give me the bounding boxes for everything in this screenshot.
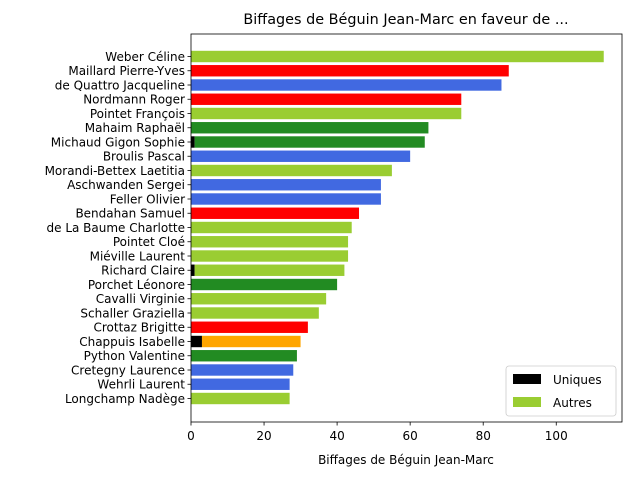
legend-swatch-uniques — [513, 374, 541, 384]
bar-autres — [191, 278, 338, 291]
y-tick-label: de La Baume Charlotte — [47, 221, 186, 235]
y-tick-label: Michaud Gigon Sophie — [51, 135, 185, 149]
y-tick-label: Porchet Léonore — [88, 278, 185, 292]
bar-autres — [191, 79, 502, 91]
bar-uniques — [191, 136, 195, 148]
y-tick-label: Feller Olivier — [110, 192, 185, 206]
x-tick-label: 100 — [545, 429, 568, 443]
bar-autres — [191, 107, 462, 120]
y-tick-label: Nordmann Roger — [83, 93, 185, 107]
y-tick-label: Richard Claire — [101, 264, 185, 278]
y-tick-label: Pointet François — [90, 107, 185, 121]
y-tick-label: de Quattro Jacqueline — [55, 78, 185, 92]
bar-autres — [191, 150, 411, 162]
y-tick-label: Schaller Graziella — [80, 306, 185, 320]
y-tick-label: Python Valentine — [84, 349, 185, 363]
y-tick-label: Weber Céline — [105, 50, 185, 64]
legend-label-autres: Autres — [553, 396, 592, 410]
bar-autres — [191, 193, 381, 205]
bar-autres — [191, 392, 290, 405]
bar-autres — [191, 378, 290, 390]
bar-autres — [191, 221, 352, 234]
x-tick-label: 20 — [256, 429, 271, 443]
x-tick-label: 0 — [187, 429, 195, 443]
bar-autres — [191, 293, 327, 305]
y-tick-label: Crottaz Brigitte — [93, 321, 185, 335]
y-tick-label: Chappuis Isabelle — [79, 335, 185, 349]
y-tick-label: Longchamp Nadège — [65, 392, 185, 406]
bar-autres — [191, 307, 319, 319]
bar-autres — [191, 364, 294, 376]
bar-autres — [191, 207, 360, 219]
legend: Uniques Autres — [505, 365, 617, 417]
bar-autres — [194, 136, 425, 148]
y-tick-label: Pointet Cloé — [113, 235, 185, 249]
legend-label-uniques: Uniques — [553, 373, 602, 387]
y-tick-label: Miéville Laurent — [90, 249, 186, 263]
y-tick-label: Mahaim Raphaël — [85, 121, 185, 135]
y-tick-label: Cavalli Virginie — [96, 292, 185, 306]
y-tick-label: Cretegny Laurence — [71, 363, 185, 377]
bar-autres — [201, 335, 301, 348]
y-tick-label: Aschwanden Sergei — [67, 178, 185, 192]
x-axis: 0 20 40 60 80 100 — [187, 422, 568, 443]
y-tick-label: Bendahan Samuel — [75, 207, 185, 221]
plot-frame — [190, 33, 623, 423]
y-tick-label: Broulis Pascal — [103, 150, 185, 164]
bar-autres — [191, 179, 381, 191]
x-axis-label: Biffages de Béguin Jean-Marc — [318, 453, 494, 467]
bar-autres — [191, 164, 392, 177]
bars-layer — [191, 50, 604, 405]
legend-swatch-autres — [513, 397, 541, 407]
x-tick-label: 60 — [403, 429, 418, 443]
bar-uniques — [191, 335, 202, 348]
bar-autres — [191, 250, 349, 262]
bar-autres — [191, 93, 462, 105]
bar-autres — [191, 350, 297, 362]
bar-autres — [191, 50, 604, 63]
chart-title: Biffages de Béguin Jean-Marc en faveur d… — [243, 12, 568, 28]
y-tick-label: Wehrli Laurent — [97, 378, 185, 392]
bar-uniques — [191, 264, 195, 276]
y-tick-label: Maillard Pierre-Yves — [68, 64, 185, 78]
bar-autres — [191, 122, 429, 134]
bar-autres — [191, 65, 509, 77]
y-tick-label: Morandi-Bettex Laetitia — [45, 164, 185, 178]
bar-autres — [191, 236, 349, 248]
bar-autres — [191, 321, 308, 333]
x-tick-label: 40 — [329, 429, 344, 443]
bar-autres — [194, 264, 345, 276]
x-tick-label: 80 — [476, 429, 491, 443]
